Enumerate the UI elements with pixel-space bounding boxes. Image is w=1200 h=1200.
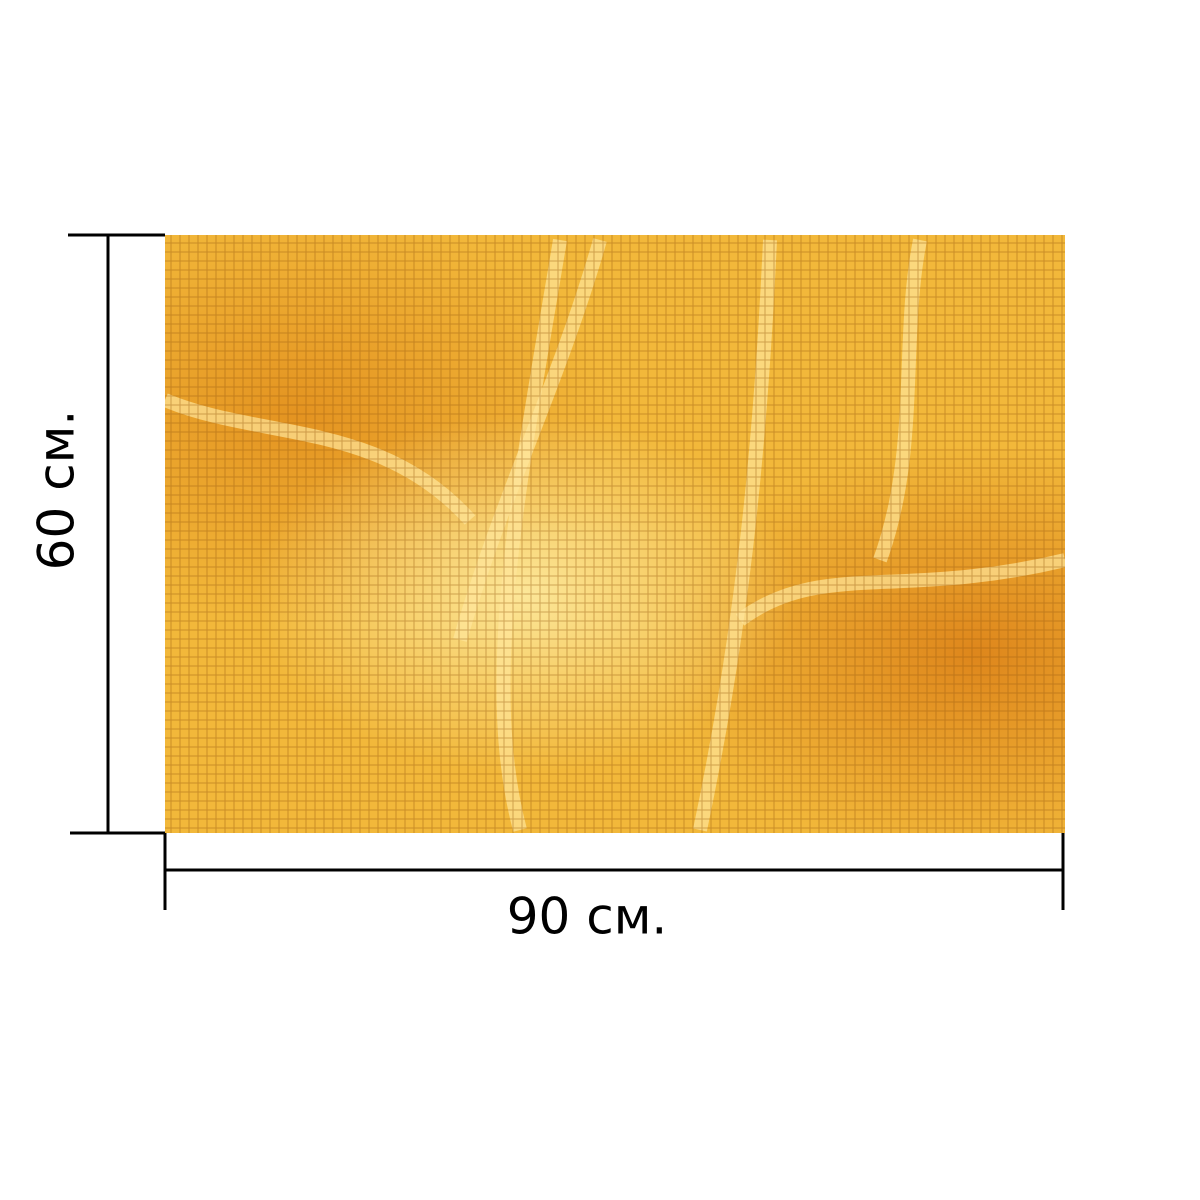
product-image <box>165 235 1065 833</box>
height-dimension: 60 см. <box>28 233 165 835</box>
width-label: 90 см. <box>507 888 668 946</box>
height-label: 60 см. <box>28 410 86 571</box>
width-dimension: 90 см. <box>163 833 1065 946</box>
